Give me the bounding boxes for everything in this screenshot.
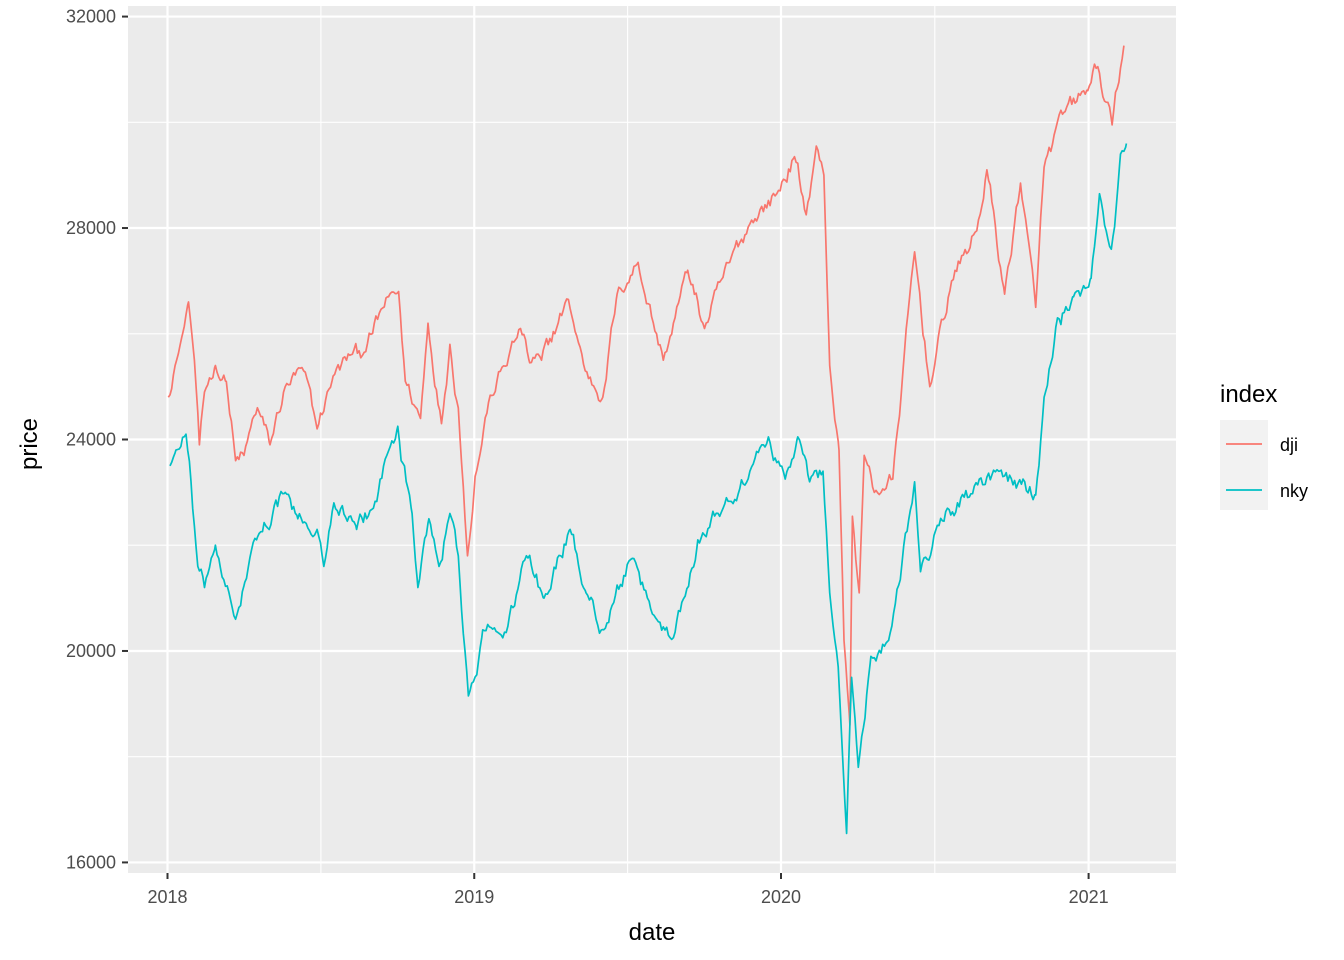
y-tick-label: 28000: [66, 218, 116, 238]
y-tick-label: 24000: [66, 430, 116, 450]
x-tick-label: 2018: [147, 887, 187, 907]
legend-title: index: [1220, 381, 1277, 408]
y-tick-label: 32000: [66, 7, 116, 27]
major-gridlines: [128, 6, 1176, 873]
y-axis-title: price: [16, 418, 43, 470]
legend: index dji nky: [1220, 381, 1308, 510]
y-tick-label: 20000: [66, 641, 116, 661]
x-tick-label: 2020: [761, 887, 801, 907]
series-lines: [167, 45, 1128, 835]
series-line-nky: [169, 143, 1128, 835]
legend-label-dji: dji: [1280, 435, 1298, 455]
legend-keys: [1226, 443, 1262, 491]
tick-labels: 16000 20000 24000 28000 32000 2018 2019 2020 202…: [66, 7, 1109, 907]
x-tick-label: 2021: [1069, 887, 1109, 907]
y-tick-label: 16000: [66, 852, 116, 872]
x-axis-title: date: [629, 919, 676, 946]
axis-ticks: [122, 15, 1090, 879]
legend-label-nky: nky: [1280, 481, 1308, 501]
legend-key-background: [1220, 420, 1268, 510]
series-line-dji: [167, 45, 1125, 726]
x-tick-label: 2019: [454, 887, 494, 907]
